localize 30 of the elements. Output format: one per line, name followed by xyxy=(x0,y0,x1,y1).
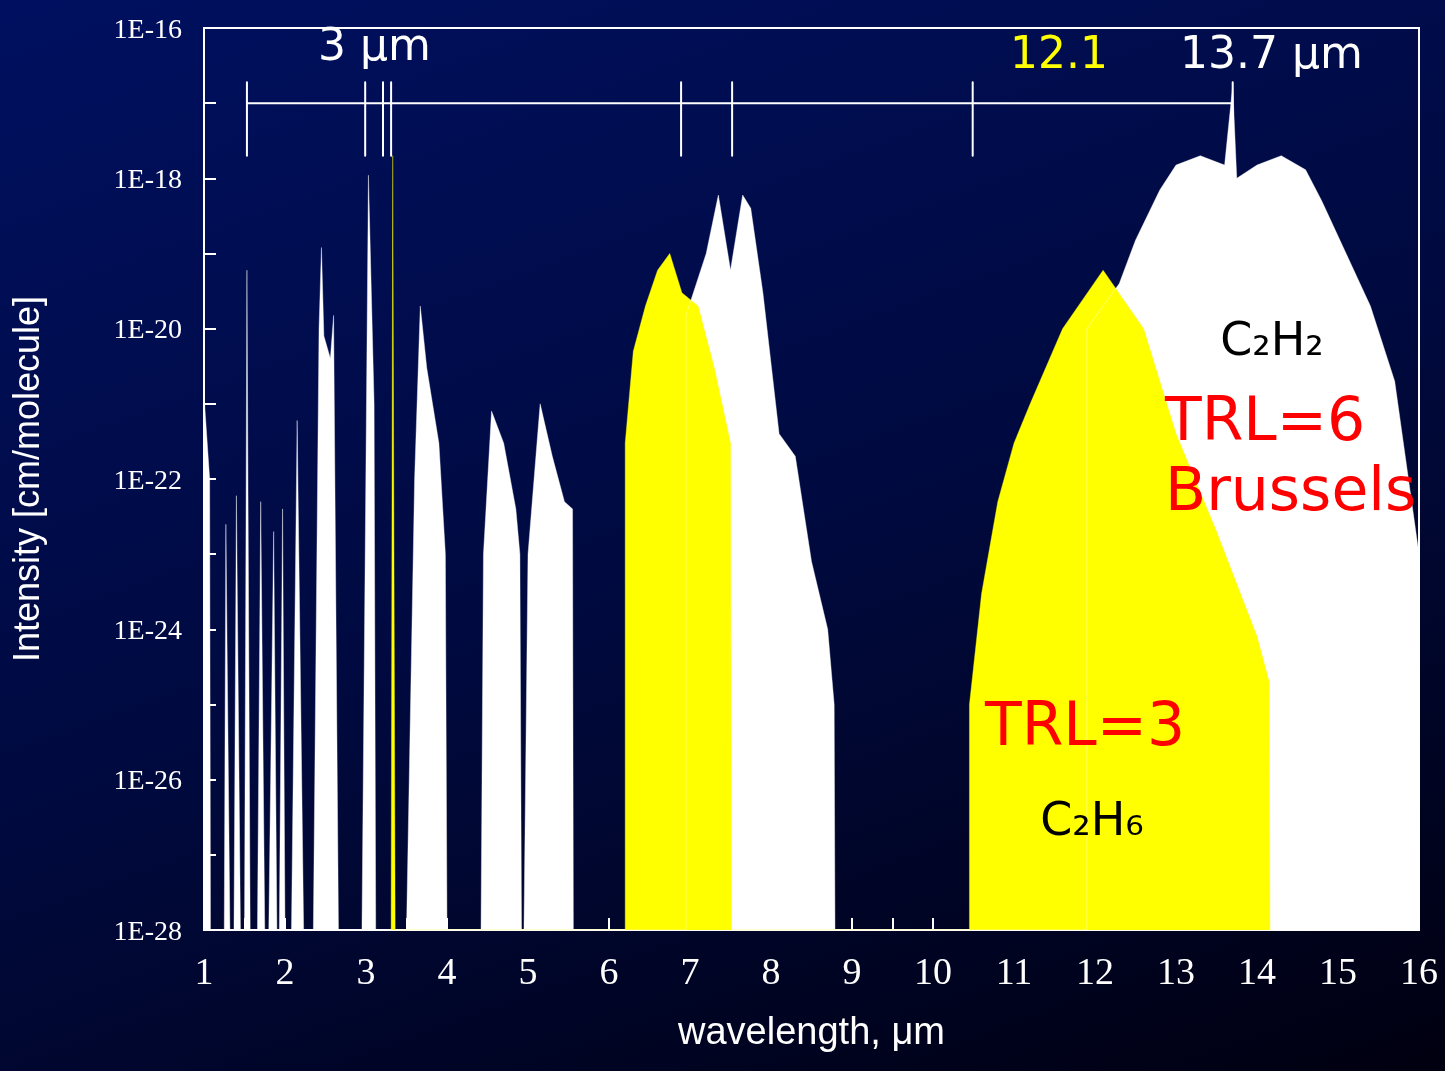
series-label: C₂H₆ xyxy=(1040,792,1144,846)
x-tick-label: 14 xyxy=(1238,950,1276,992)
x-tick-label: 4 xyxy=(437,950,457,992)
annotation: TRL=3 xyxy=(984,689,1186,759)
y-tick-label: 1E-16 xyxy=(113,12,182,44)
x-tick-label: 5 xyxy=(518,950,538,992)
annotation: 12.1 xyxy=(1010,27,1108,78)
annotation: 13.7 μm xyxy=(1180,27,1363,78)
y-tick-label: 1E-18 xyxy=(113,162,182,194)
y-tick-label: 1E-22 xyxy=(113,463,182,495)
x-tick-label: 11 xyxy=(995,950,1033,992)
x-tick-label: 6 xyxy=(599,950,619,992)
y-tick-label: 1E-24 xyxy=(113,613,182,645)
y-tick-label: 1E-28 xyxy=(113,914,182,946)
y-tick-label: 1E-20 xyxy=(113,313,182,345)
x-tick-label: 12 xyxy=(1076,950,1114,992)
y-axis-title: Intensity [cm/molecule] xyxy=(5,295,47,663)
x-tick-label: 1 xyxy=(194,950,214,992)
x-tick-label: 16 xyxy=(1400,950,1438,992)
series-label: C₂H₂ xyxy=(1220,312,1324,366)
x-axis-title: wavelength, μm xyxy=(677,1010,945,1052)
x-tick-label: 3 xyxy=(356,950,376,992)
x-tick-label: 13 xyxy=(1157,950,1195,992)
x-tick-label: 7 xyxy=(680,950,700,992)
x-tick-label: 9 xyxy=(842,950,862,992)
x-tick-label: 10 xyxy=(914,950,952,992)
x-tick-label: 8 xyxy=(761,950,781,992)
x-tick-label: 15 xyxy=(1319,950,1357,992)
x-tick-label: 2 xyxy=(275,950,295,992)
y-tick-label: 1E-26 xyxy=(113,764,182,796)
